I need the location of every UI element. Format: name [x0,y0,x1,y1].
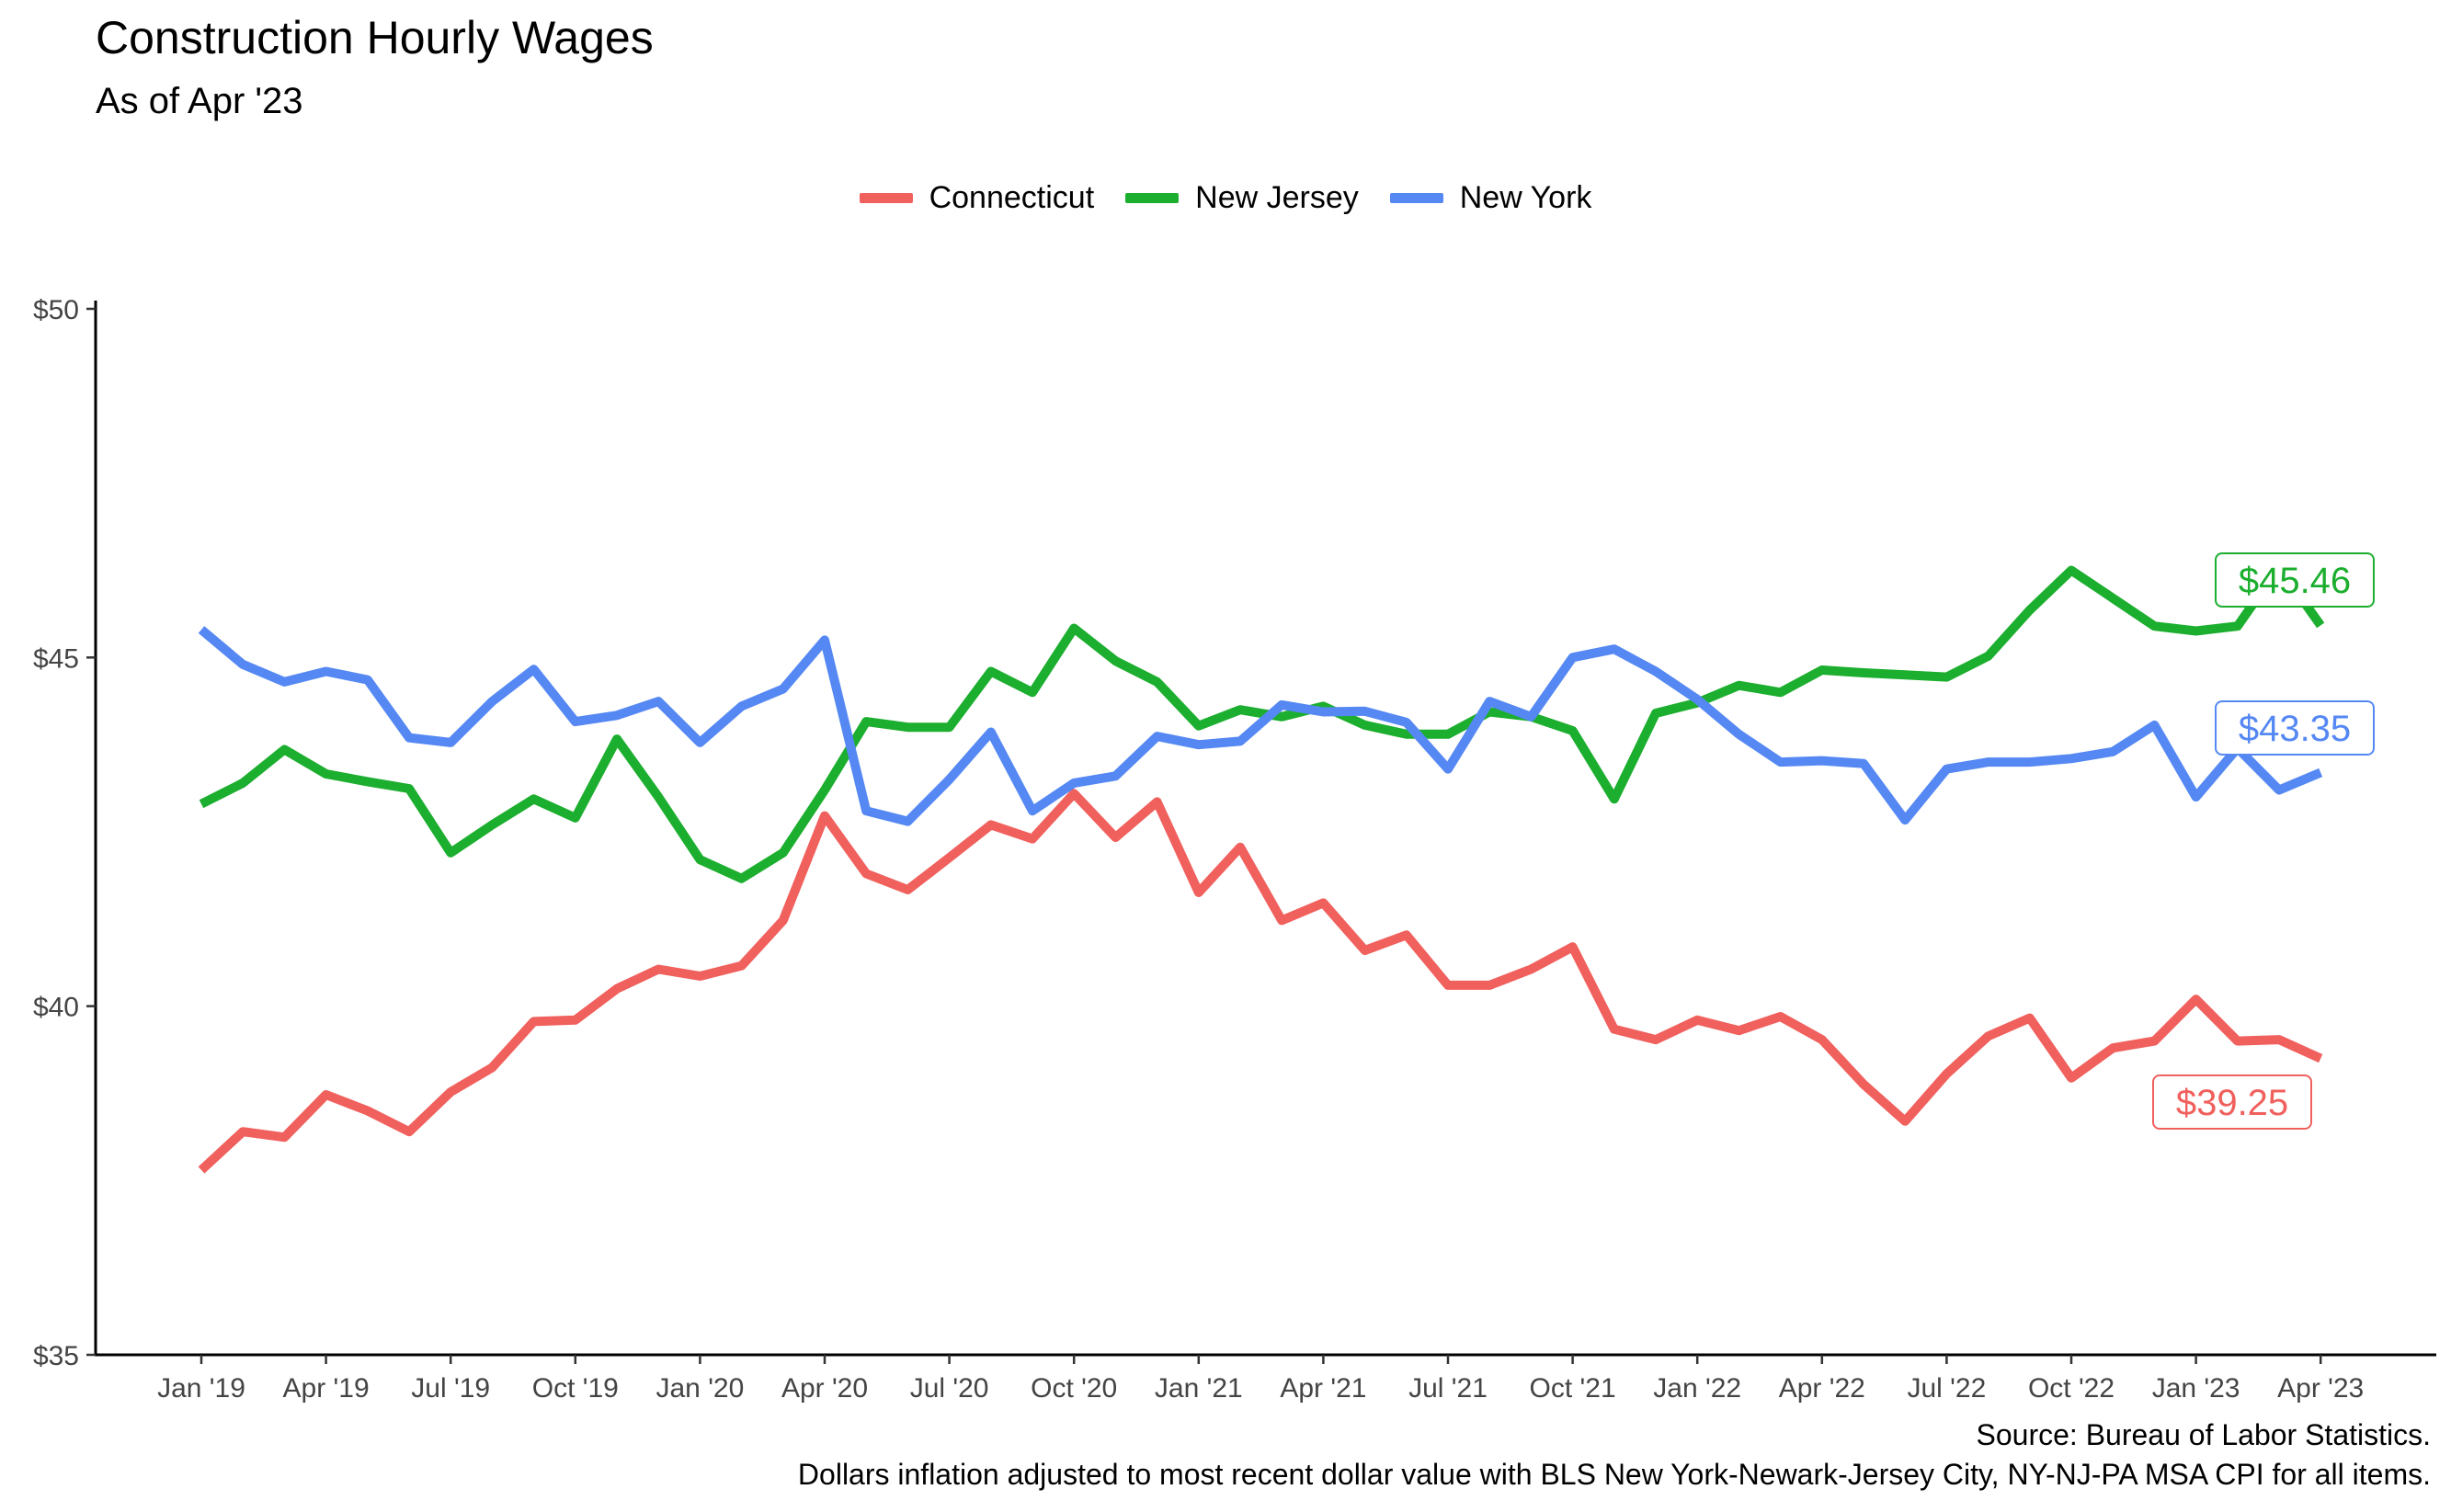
end-label-new-jersey: $45.46 [2239,561,2351,601]
chart-title: Construction Hourly Wages [96,12,654,63]
x-tick-label: Jul '22 [1908,1373,1987,1404]
series-line-new-jersey [199,562,2325,883]
end-label-new-york: $43.35 [2239,709,2351,749]
x-tick-label: Jul '19 [411,1373,490,1404]
y-tick-label: $45 [33,643,79,674]
x-tick-label: Oct '20 [1031,1373,1117,1404]
note-caption: Dollars inflation adjusted to most recen… [797,1458,2431,1491]
x-tick-label: Apr '19 [283,1373,370,1404]
legend-label-new-jersey: New Jersey [1195,180,1359,215]
x-tick-label: Oct '19 [532,1373,619,1404]
legend-item-connecticut: Connecticut [859,180,1095,216]
end-label-box-new-jersey [2215,552,2375,608]
y-tick-label: $35 [33,1341,79,1371]
x-tick-label: Jan '21 [1155,1373,1243,1404]
y-tick-label: $40 [33,993,79,1023]
legend-item-new-jersey: New Jersey [1125,180,1359,216]
x-tick-label: Jan '20 [656,1373,744,1404]
source-caption: Source: Bureau of Labor Statistics. [1976,1418,2431,1451]
x-tick-label: Apr '23 [2277,1373,2364,1404]
legend-label-connecticut: Connecticut [929,180,1095,215]
x-tick-label: Apr '21 [1280,1373,1366,1404]
end-label-connecticut: $39.25 [2176,1083,2288,1123]
series-line-connecticut [198,789,2323,1174]
end-label-box-new-york [2215,700,2375,756]
end-label-box-connecticut [2152,1074,2312,1130]
legend-swatch-new-york [1389,193,1443,203]
x-tick-label: Oct '21 [1530,1373,1616,1404]
x-tick-label: Jul '21 [1408,1373,1488,1404]
x-tick-label: Apr '20 [781,1373,868,1404]
chart-subtitle: As of Apr '23 [96,81,303,121]
x-tick-label: Oct '22 [2028,1373,2115,1404]
legend-swatch-connecticut [859,193,913,203]
x-tick-label: Jan '23 [2152,1373,2240,1404]
series-line-new-york [198,626,2323,826]
x-tick-label: Apr '22 [1779,1373,1865,1404]
legend-item-new-york: New York [1389,180,1592,216]
y-tick-label: $50 [33,295,79,325]
x-tick-label: Jan '19 [157,1373,245,1404]
legend-swatch-new-jersey [1125,193,1180,203]
legend: Connecticut New Jersey New York [0,180,2451,216]
legend-label-new-york: New York [1459,180,1592,215]
x-tick-label: Jul '20 [910,1373,989,1404]
x-tick-label: Jan '22 [1653,1373,1741,1404]
